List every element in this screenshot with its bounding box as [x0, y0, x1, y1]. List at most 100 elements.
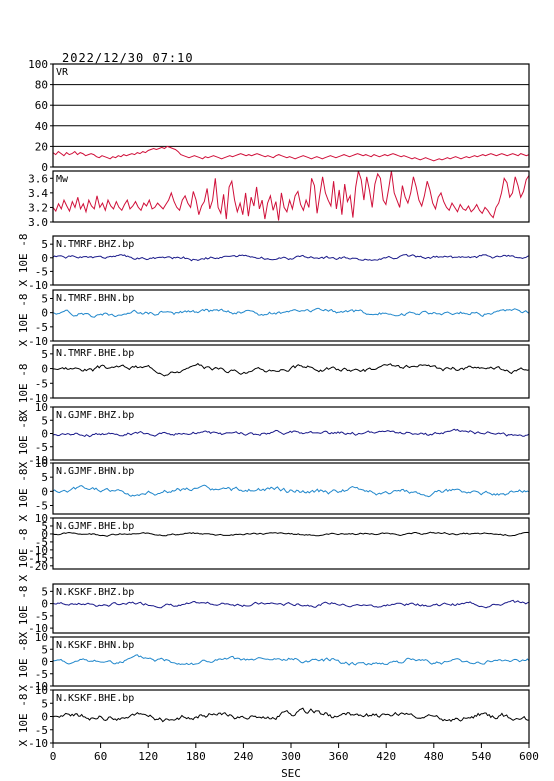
unit-label: X 10E -8 — [17, 469, 30, 522]
y-tick-label: -5 — [35, 724, 48, 737]
series-line — [52, 253, 530, 262]
y-tick-label: -5 — [35, 377, 48, 390]
y-tick-label: -10 — [28, 680, 48, 693]
y-tick-label: 3.4 — [28, 187, 48, 200]
y-tick-label: 0 — [41, 307, 48, 320]
y-tick-label: 5 — [41, 414, 48, 427]
y-tick-label: -5 — [35, 441, 48, 454]
y-tick-label: -10 — [28, 335, 48, 348]
y-tick-label: 3.2 — [28, 201, 48, 214]
y-tick-label: -5 — [35, 668, 48, 681]
y-tick-label: -15 — [28, 552, 48, 565]
panel-frame — [52, 235, 530, 286]
x-tick-label: 420 — [376, 750, 396, 763]
x-tick-label: 180 — [186, 750, 206, 763]
series-line — [52, 428, 530, 438]
x-tick-label: 0 — [50, 750, 57, 763]
y-tick-label: 20 — [35, 140, 48, 153]
unit-label: X 10E -8 — [17, 294, 30, 347]
y-tick-label: 0 — [41, 656, 48, 669]
y-tick-label: 10 — [35, 457, 48, 470]
y-tick-label: 10 — [35, 684, 48, 697]
panel-name: N.TMRF.BHZ.bp — [56, 239, 134, 250]
y-tick-label: 3.6 — [28, 172, 48, 185]
y-tick-label: -10 — [28, 544, 48, 557]
y-tick-label: -5 — [35, 610, 48, 623]
x-tick-label: 60 — [94, 750, 107, 763]
y-tick-label: 0 — [41, 528, 48, 541]
y-tick-label: -10 — [28, 279, 48, 292]
series-line — [52, 531, 530, 537]
panel-name: N.KSKF.BHZ.bp — [56, 587, 134, 598]
y-tick-label: 10 — [35, 512, 48, 525]
unit-label: X 10E -8 — [17, 234, 30, 287]
x-tick-label: 300 — [281, 750, 301, 763]
y-tick-label: 40 — [35, 120, 48, 133]
panel-name: VR — [56, 67, 69, 78]
unit-label: X 10E -8 — [17, 639, 30, 692]
panel-name: N.KSKF.BHE.bp — [56, 693, 134, 704]
y-tick-label: -10 — [28, 392, 48, 405]
y-tick-label: 5 — [41, 697, 48, 710]
y-tick-label: 0 — [41, 428, 48, 441]
y-tick-label: -20 — [28, 560, 48, 573]
series-line — [52, 654, 530, 666]
y-tick-label: -5 — [35, 536, 48, 549]
panel-name: N.TMRF.BHE.bp — [56, 348, 134, 359]
x-tick-label: 240 — [233, 750, 253, 763]
panel-frame — [52, 636, 530, 687]
unit-label: X 10E -8 — [17, 694, 30, 747]
series-line — [52, 707, 529, 723]
y-tick-label: 0 — [41, 598, 48, 611]
panel-frame — [52, 462, 530, 515]
y-tick-label: 5 — [41, 471, 48, 484]
y-tick-label: 0 — [41, 485, 48, 498]
panel-frame — [52, 517, 530, 570]
panel-frame — [52, 406, 530, 461]
timestamp-label: 2022/12/30 07:10 — [62, 51, 194, 65]
y-tick-label: -5 — [35, 321, 48, 334]
series-line — [52, 484, 530, 498]
y-tick-label: 5 — [41, 585, 48, 598]
y-tick-label: 10 — [35, 401, 48, 414]
panel-frame — [52, 170, 530, 223]
y-tick-label: 3.0 — [28, 216, 48, 229]
panel-frame — [52, 289, 530, 342]
x-axis-label: SEC — [281, 767, 301, 780]
y-tick-label: 0 — [41, 161, 48, 174]
y-tick-label: 5 — [41, 238, 48, 251]
panel-vr: 0 20 40 60 80 100 VR — [28, 58, 530, 174]
unit-label: X 10E -8 — [17, 586, 30, 639]
panel-n-kskf-bhz-bp: -10-505 N.KSKF.BHZ.bp — [28, 583, 530, 635]
y-tick-label: -5 — [35, 500, 48, 513]
panel-n-tmrf-bhn-bp: -10-505 N.TMRF.BHN.bp — [28, 289, 530, 348]
panel-name: N.GJMF.BHZ.bp — [56, 410, 134, 421]
x-tick-label: 600 — [519, 750, 539, 763]
x-tick-label: 360 — [329, 750, 349, 763]
y-tick-label: 10 — [35, 631, 48, 644]
panel-n-tmrf-bhz-bp: -10-505 N.TMRF.BHZ.bp — [28, 235, 530, 292]
y-tick-label: 0 — [41, 252, 48, 265]
y-tick-label: 60 — [35, 99, 48, 112]
y-tick-label: 5 — [41, 643, 48, 656]
unit-labels: X 10E -8X 10E -8X 10E -8X 10E -8X 10E -8… — [17, 234, 30, 747]
x-tick-label: 540 — [471, 750, 491, 763]
x-axis: 0 60 120 180 240 300 360 420 480 540 600 — [50, 743, 539, 763]
panel-name: Mw — [56, 174, 69, 185]
y-tick-label: -5 — [35, 265, 48, 278]
y-tick-label: -10 — [28, 622, 48, 635]
unit-label: X 10E -8 — [17, 416, 30, 469]
series-line — [52, 599, 530, 609]
panel-mw: 3.0 3.23.4 3.6 Mw — [28, 170, 530, 229]
y-tick-label: 0 — [41, 711, 48, 724]
series-line — [52, 307, 530, 318]
y-tick-label: 100 — [28, 58, 48, 71]
series-line — [52, 170, 530, 221]
x-tick-label: 120 — [138, 750, 158, 763]
